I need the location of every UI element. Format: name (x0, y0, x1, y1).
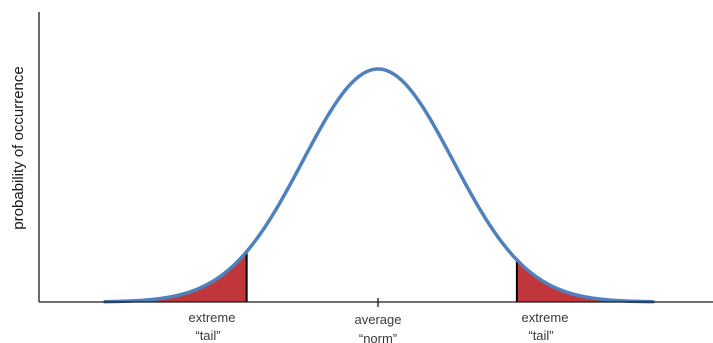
y-axis-label: probability of occurrence (10, 66, 27, 229)
right-tail-area (516, 259, 653, 302)
left-tail-area (105, 251, 247, 302)
right-tail-label-line2: “tail” (528, 328, 553, 343)
center-label-line1: average (355, 312, 402, 327)
center-label-line2: “norm” (359, 331, 397, 343)
bell-curve-line (103, 67, 655, 304)
left-tail-label-line1: extreme (189, 310, 236, 325)
right-tail-label-line1: extreme (522, 310, 569, 325)
left-tail-label-line2: “tail” (195, 328, 220, 343)
